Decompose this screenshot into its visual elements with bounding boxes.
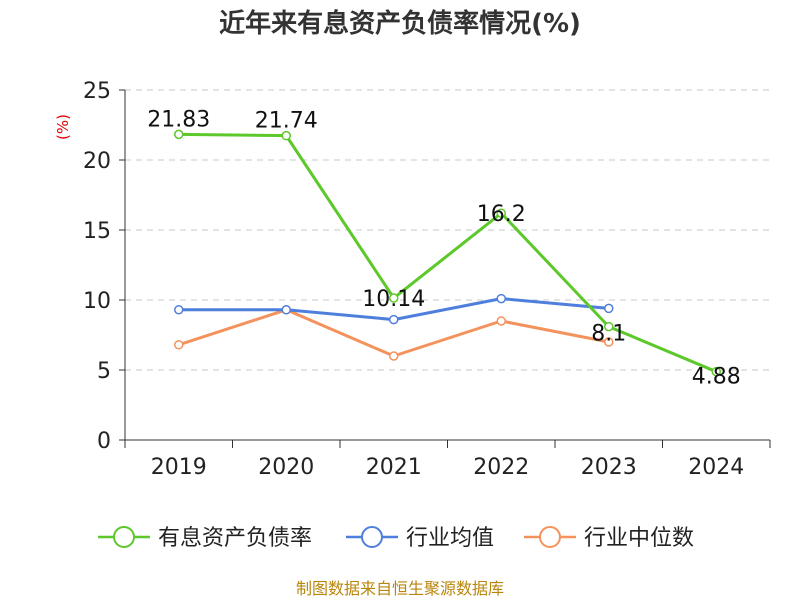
series-2 [174, 305, 614, 361]
data-point[interactable] [604, 303, 614, 314]
y-tick-label: 25 [83, 79, 111, 104]
source-note: 制图数据来自恒生聚源数据库 [296, 579, 504, 598]
data-point[interactable] [174, 129, 184, 140]
y-tick-label: 5 [97, 359, 111, 384]
x-tick-label: 2023 [581, 455, 637, 480]
data-label: 16.2 [477, 202, 526, 227]
data-point[interactable] [281, 305, 291, 315]
data-point[interactable] [604, 321, 614, 332]
data-point[interactable] [496, 293, 506, 304]
legend-item-0[interactable]: 有息资产负债率 [98, 526, 312, 551]
data-point[interactable] [604, 337, 614, 347]
data-label: 10.14 [362, 287, 425, 312]
legend-label: 行业中位数 [584, 526, 694, 551]
legend-swatch-marker [539, 526, 561, 548]
legend-swatch-marker [361, 526, 383, 548]
gridlines [125, 89, 770, 371]
data-point[interactable] [174, 305, 184, 315]
legend-item-2[interactable]: 行业中位数 [524, 526, 694, 551]
y-tick-label: 0 [97, 429, 111, 454]
data-label: 21.83 [147, 107, 210, 132]
chart-title: 近年来有息资产负债率情况(%) [219, 8, 581, 39]
legend-label: 有息资产负债率 [158, 526, 312, 551]
series-line [178, 132, 717, 374]
legend-label: 行业均值 [406, 526, 494, 551]
legend-swatch-marker [113, 526, 135, 548]
y-tick-label: 10 [83, 289, 111, 314]
legend-item-1[interactable]: 行业均值 [346, 526, 494, 551]
x-tick-label: 2024 [688, 455, 744, 480]
data-point[interactable] [496, 208, 506, 218]
legend: 有息资产负债率 行业均值 行业中位数 [98, 526, 694, 551]
x-tick-label: 2019 [151, 455, 207, 480]
data-point[interactable] [711, 366, 721, 377]
axes: 0 5 10 15 20 25 2019 2020 2021 2022 2023 2024 [83, 79, 771, 480]
data-labels: 21.83 21.74 10.14 16.2 8.1 4.88 [147, 107, 740, 389]
y-axis-label: (%) [54, 114, 72, 140]
x-tick-label: 2021 [366, 455, 422, 480]
series-lines [174, 129, 721, 377]
data-label: 21.74 [255, 109, 318, 134]
series-0 [174, 129, 721, 377]
x-tick-label: 2022 [473, 455, 529, 480]
data-point[interactable] [389, 351, 399, 361]
x-tick-label: 2020 [258, 455, 314, 480]
data-point[interactable] [281, 130, 291, 141]
data-label: 8.1 [591, 322, 626, 347]
series-1 [174, 293, 614, 325]
y-tick-label: 15 [83, 219, 111, 244]
data-point[interactable] [174, 340, 184, 350]
data-point[interactable] [496, 316, 506, 326]
data-label: 4.88 [692, 365, 741, 390]
y-tick-label: 20 [83, 149, 111, 174]
data-point[interactable] [389, 293, 399, 303]
data-point[interactable] [389, 314, 399, 325]
